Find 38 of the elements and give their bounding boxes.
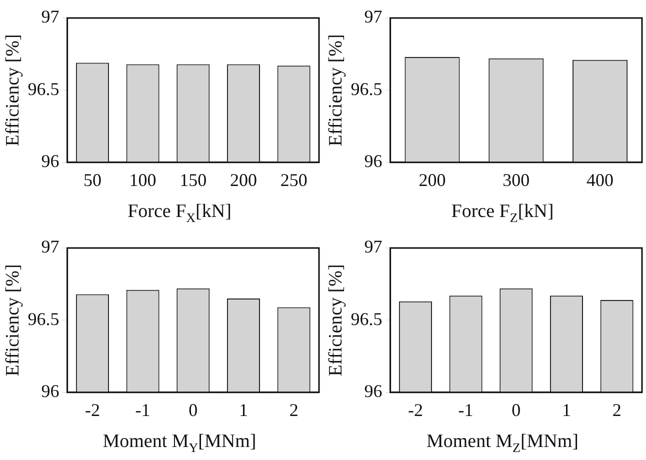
- x-tick-label: 50: [83, 170, 102, 190]
- x-tick-label: -2: [408, 400, 423, 420]
- x-axis-title: Moment M$_{Y}$[MNm]: [102, 431, 258, 456]
- y-tick-label: 96.5: [350, 308, 382, 329]
- x-tick-label: 1: [238, 400, 248, 420]
- x-axis-title: Force F$_{X}$[kN]: [126, 201, 232, 226]
- y-axis-title: Efficiency [%]: [2, 34, 24, 146]
- y-tick-label: 97: [41, 6, 60, 27]
- x-tick-label: 0: [512, 400, 521, 420]
- x-tick-label: -2: [84, 400, 100, 420]
- x-tick-label: 2: [289, 400, 298, 420]
- x-tick-label: 1: [562, 400, 571, 420]
- y-tick-label: 96.5: [28, 78, 60, 99]
- y-tick-label: 96: [364, 151, 382, 172]
- x-axis-title: Force F$_{Z}$[kN]: [450, 201, 555, 226]
- x-tick-label: 400: [586, 170, 614, 190]
- y-tick-label: 97: [364, 236, 382, 257]
- y-tick-label: 96.5: [350, 78, 382, 99]
- x-tick-label: 150: [180, 170, 207, 190]
- y-axis-title: Efficiency [%]: [325, 34, 346, 146]
- y-tick-label: 97: [41, 236, 60, 257]
- x-tick-label: 2: [612, 400, 622, 420]
- x-tick-label: 100: [129, 170, 156, 190]
- y-tick-label: 96.5: [28, 308, 60, 329]
- y-tick-label: 96: [41, 151, 60, 172]
- y-tick-label: 96: [364, 381, 382, 402]
- x-tick-label: -1: [458, 400, 474, 420]
- y-tick-label: 96: [41, 381, 60, 402]
- x-tick-label: 200: [230, 170, 257, 190]
- x-tick-label: 0: [188, 400, 198, 420]
- x-tick-label: 300: [502, 170, 530, 190]
- x-axis-title: Moment M$_{Z}$[MNm]: [425, 431, 580, 456]
- x-tick-label: -1: [135, 400, 150, 420]
- x-tick-label: 200: [418, 170, 446, 190]
- y-axis-title: Efficiency [%]: [325, 264, 346, 376]
- y-tick-label: 97: [364, 6, 382, 27]
- x-tick-label: 250: [280, 170, 308, 190]
- y-axis-title: Efficiency [%]: [2, 264, 24, 376]
